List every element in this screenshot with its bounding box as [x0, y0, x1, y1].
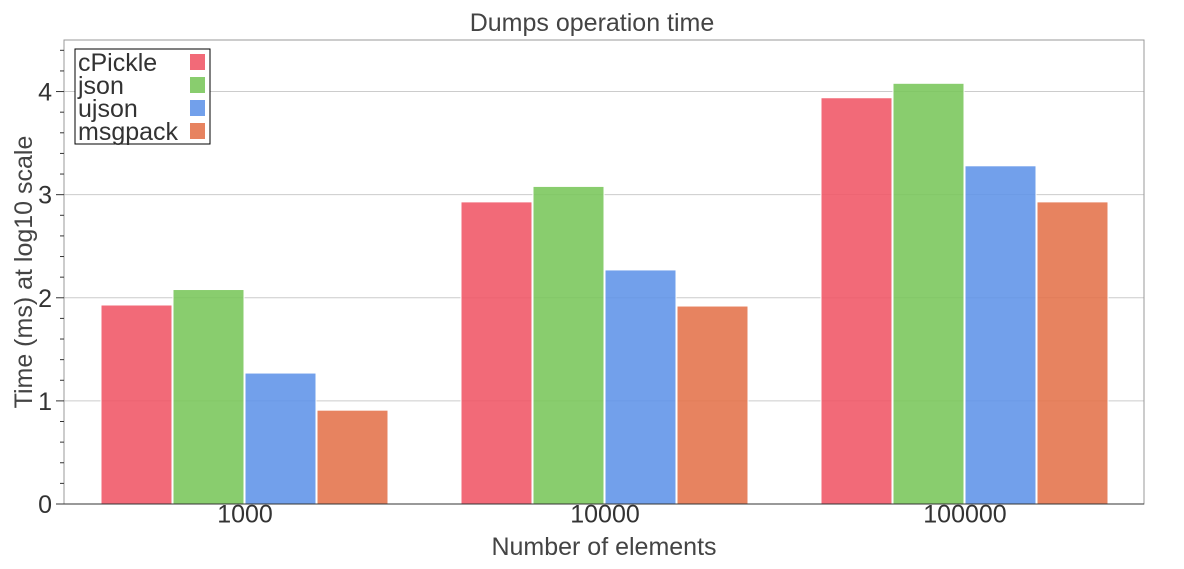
- legend-label-cPickle: cPickle: [78, 49, 157, 77]
- y-axis: 0 1 2 3 4: [38, 49, 64, 519]
- x-axis: 1000 10000 100000: [64, 501, 1144, 529]
- bar-ujson-1000: [244, 372, 317, 505]
- bar-msgpack-1000: [316, 409, 389, 505]
- legend-label-json: json: [77, 72, 124, 100]
- legend-swatch-json: [190, 77, 205, 93]
- bar-msgpack-10000: [676, 305, 749, 505]
- legend-swatch-msgpack: [190, 123, 205, 139]
- legend-box: [74, 48, 211, 145]
- bar-msgpack-100000: [1036, 201, 1109, 505]
- y-tick-label: 4: [38, 79, 52, 107]
- x-tick-label: 100000: [923, 501, 1006, 529]
- y-tick-label: 3: [38, 182, 52, 210]
- y-tick-label: 0: [38, 491, 52, 519]
- bar-cPickle-1000: [100, 304, 173, 505]
- bar-cPickle-10000: [460, 201, 533, 505]
- x-tick-label: 1000: [217, 501, 273, 529]
- chart-title: Dumps operation time: [470, 9, 715, 37]
- bar-json-10000: [532, 185, 605, 505]
- bar-json-1000: [172, 289, 245, 505]
- y-tick-label: 2: [38, 285, 52, 313]
- legend-swatch-cPickle: [190, 54, 205, 70]
- legend-label-ujson: ujson: [78, 95, 138, 123]
- legend-swatch-ujson: [190, 100, 205, 116]
- bars: [100, 82, 1109, 505]
- x-tick-label: 10000: [570, 501, 640, 529]
- y-tick-label: 1: [38, 388, 52, 416]
- bar-json-100000: [892, 82, 965, 505]
- x-axis-label: Number of elements: [491, 533, 716, 561]
- legend-label-msgpack: msgpack: [78, 118, 179, 146]
- bar-ujson-100000: [964, 165, 1037, 505]
- bar-cPickle-100000: [820, 97, 893, 505]
- y-axis-label: Time (ms) at log10 scale: [10, 136, 38, 409]
- bar-ujson-10000: [604, 269, 677, 505]
